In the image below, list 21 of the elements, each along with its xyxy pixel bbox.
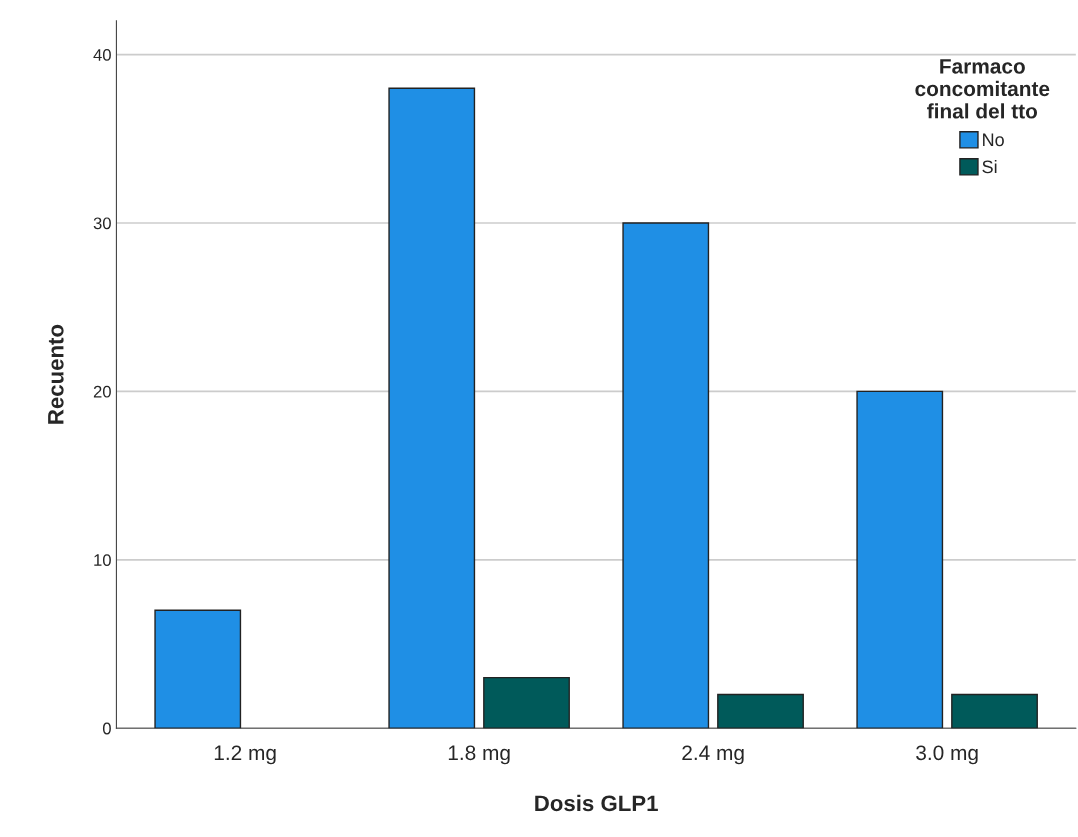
x-axis-title: Dosis GLP1 [535,794,658,812]
y-tick-label: 40 [93,49,111,61]
bar [154,609,242,729]
legend-label: No [983,133,1004,147]
y-tick-label: 20 [93,385,111,398]
y-axis-title: Recuento [48,324,64,424]
x-tick-label: 3.0 mg [916,745,978,765]
legend-label: Si [982,159,997,174]
legend-title: Farmaco concomitante final del tto [915,59,1050,119]
x-tick-label: 1.8 mg [448,745,510,765]
bar [622,222,710,729]
y-tick-label: 10 [94,554,111,566]
x-tick-label: 1.2 mg [214,745,276,765]
y-tick-label: 30 [93,217,111,230]
bar [483,676,570,729]
bar [856,390,944,729]
bar [388,87,476,729]
bar [717,693,804,729]
bar [951,693,1038,729]
y-tick-label: 0 [102,722,111,735]
x-tick-label: 2.4 mg [682,745,744,765]
